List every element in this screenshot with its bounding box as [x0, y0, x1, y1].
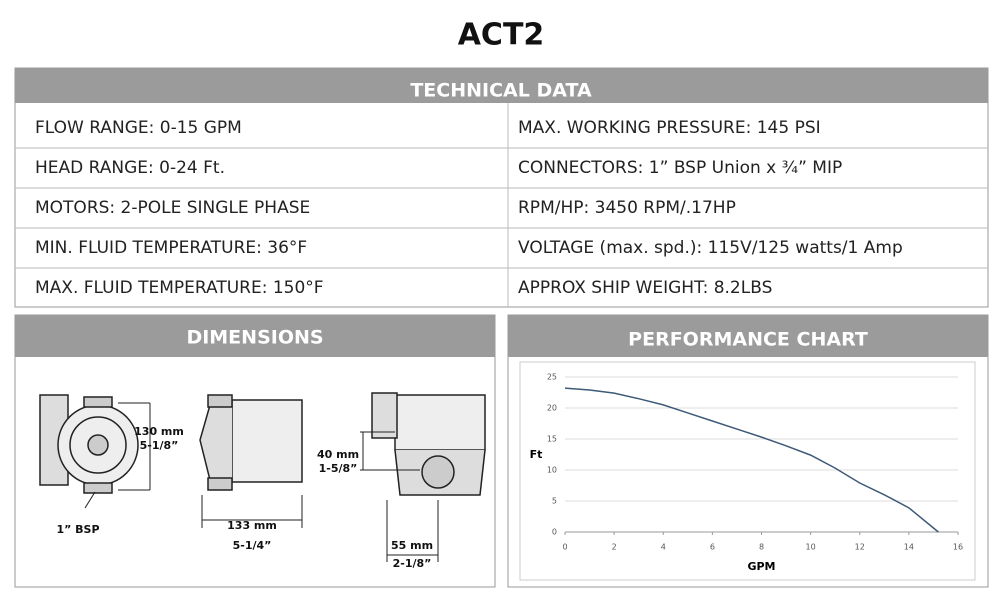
tech-rows: FLOW RANGE: 0-15 GPM MAX. WORKING PRESSUR…: [15, 103, 988, 307]
tech-cell: MIN. FLUID TEMPERATURE: 36°F: [35, 238, 307, 258]
x-tick-label: 2: [612, 543, 617, 552]
port-size: 1” BSP: [56, 523, 99, 536]
tech-cell: MAX. WORKING PRESSURE: 145 PSI: [518, 118, 821, 138]
performance-curve: [564, 387, 939, 533]
tech-heading: TECHNICAL DATA: [410, 80, 592, 102]
height-mm: 130 mm: [134, 425, 184, 438]
depth-in: 2-1/8”: [393, 557, 432, 570]
x-tick-label: 0: [562, 543, 567, 552]
tech-cell: RPM/HP: 3450 RPM/.17HP: [518, 198, 736, 218]
y-tick-label: 25: [547, 373, 557, 382]
tech-cell: HEAD RANGE: 0-24 Ft.: [35, 158, 225, 178]
height-in: 5-1/8”: [140, 439, 179, 452]
tech-cell: CONNECTORS: 1” BSP Union x ¾” MIP: [518, 158, 842, 178]
y-tick-label: 0: [552, 528, 557, 537]
width-in: 5-1/4”: [233, 539, 272, 552]
x-tick-label: 14: [904, 543, 914, 552]
tech-cell: MAX. FLUID TEMPERATURE: 150°F: [35, 278, 324, 298]
y-tick-label: 5: [552, 497, 557, 506]
x-axis-label: GPM: [747, 560, 775, 573]
tech-cell: VOLTAGE (max. spd.): 115V/125 watts/1 Am…: [518, 238, 903, 258]
x-tick-label: 4: [661, 543, 666, 552]
tech-cell: FLOW RANGE: 0-15 GPM: [35, 118, 242, 138]
tech-cell: APPROX SHIP WEIGHT: 8.2LBS: [518, 278, 772, 298]
tech-header-bar: [15, 68, 988, 103]
performance-header-bar: [508, 315, 988, 357]
y-tick-label: 20: [547, 404, 557, 413]
depth-mm: 55 mm: [391, 539, 433, 552]
performance-heading: PERFORMANCE CHART: [628, 329, 868, 351]
x-tick-label: 8: [759, 543, 764, 552]
y-tick-label: 10: [547, 466, 557, 475]
y-axis-label: Ft: [530, 448, 543, 461]
dimensions-heading: DIMENSIONS: [186, 327, 323, 349]
performance-chart: 0 5 10 15 20 25 0 2 4 6 8 10 12 14 16 GPM Ft: [530, 373, 963, 574]
title: ACT2: [458, 18, 545, 53]
width-mm: 133 mm: [227, 519, 277, 532]
x-tick-label: 16: [953, 543, 963, 552]
pump-drawings: [39, 392, 486, 562]
offset-mm: 40 mm: [317, 448, 359, 461]
dimensions-header-bar: [15, 315, 495, 357]
x-tick-label: 12: [855, 543, 865, 552]
x-tick-label: 6: [710, 543, 715, 552]
y-tick-label: 15: [547, 435, 557, 444]
x-tick-label: 10: [806, 543, 816, 552]
tech-cell: MOTORS: 2-POLE SINGLE PHASE: [35, 198, 310, 218]
offset-in: 1-5/8”: [319, 462, 358, 475]
chart-frame: [519, 361, 976, 581]
